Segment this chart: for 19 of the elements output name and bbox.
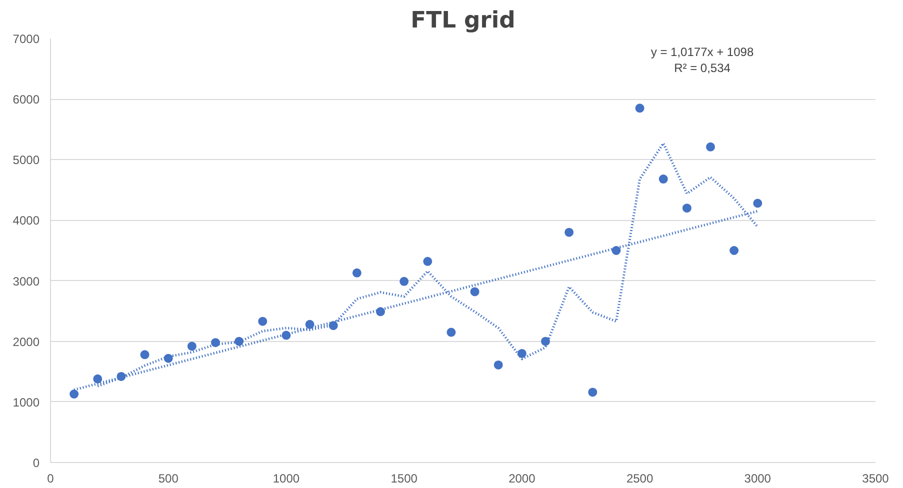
y-tick-label: 1000 — [12, 395, 40, 410]
x-tick-label: 2000 — [508, 472, 536, 486]
y-tick-label: 6000 — [12, 92, 40, 107]
x-tick-label: 500 — [158, 472, 179, 486]
y-tick-label: 4000 — [12, 214, 40, 228]
annotation: R² = 0,534 — [674, 60, 731, 75]
y-tick-label: 5000 — [12, 153, 40, 168]
y-tick-label: 3000 — [12, 274, 40, 288]
x-tick-label: 1000 — [272, 472, 300, 486]
y-tick-label: 0 — [32, 456, 40, 470]
x-tick-label: 2500 — [626, 472, 654, 486]
x-tick-label: 3500 — [862, 472, 890, 486]
annotation: y = 1,0177x + 1098 — [650, 44, 754, 59]
x-tick-label: 3000 — [744, 472, 772, 486]
y-tick-label: 7000 — [12, 32, 40, 46]
y-tick-label: 2000 — [12, 334, 40, 349]
chart-title: FTL grid — [410, 8, 516, 34]
x-tick-label: 0 — [47, 472, 54, 486]
x-tick-label: 1500 — [390, 472, 418, 486]
